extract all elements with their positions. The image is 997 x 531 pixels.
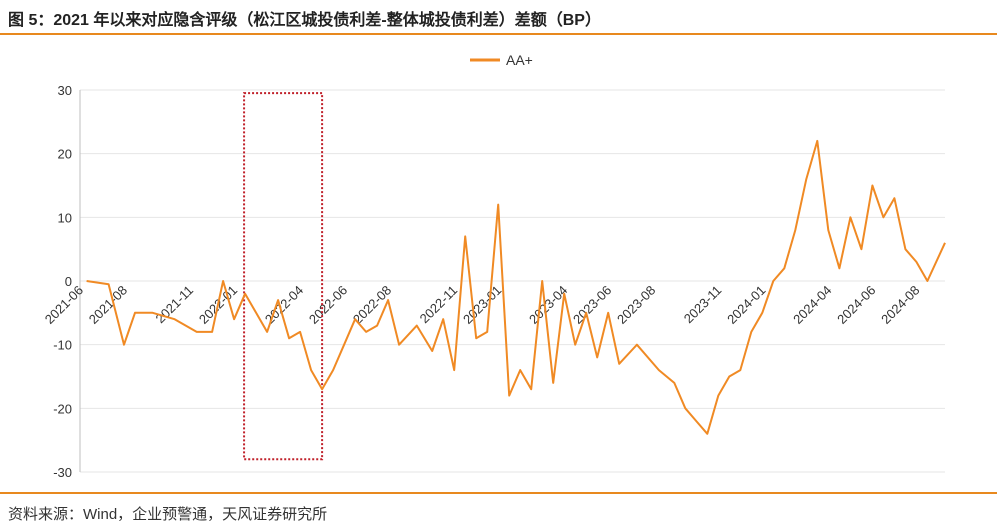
legend: AA+ — [470, 52, 533, 68]
y-axis-ticks: 30 20 10 0 -10 -20 -30 — [53, 83, 72, 480]
x-tick-label: 2021-06 — [42, 283, 86, 327]
y-tick-label: -30 — [53, 465, 72, 480]
x-tick-label: 2024-01 — [724, 283, 768, 327]
x-tick-label: 2023-06 — [570, 283, 614, 327]
x-tick-label: 2024-04 — [790, 283, 834, 327]
line-chart: 30 20 10 0 -10 -20 -30 2021-06 2021-08 2021-11 20… — [42, 52, 946, 480]
x-tick-label: 2024-06 — [834, 283, 878, 327]
highlight-box — [243, 92, 324, 461]
grid-lines — [79, 89, 945, 473]
y-tick-label: -10 — [53, 338, 72, 353]
x-tick-label: 2023-11 — [681, 283, 725, 327]
x-axis-ticks: 2021-06 2021-08 2021-11 2022-01 2022-04 2022-… — [42, 283, 923, 327]
y-tick-label: -20 — [53, 401, 72, 416]
x-tick-label: 2022-11 — [417, 283, 461, 327]
x-tick-label: 2023-01 — [460, 283, 504, 327]
y-tick-label: 0 — [65, 274, 72, 289]
x-tick-label: 2023-08 — [614, 283, 658, 327]
source-divider — [0, 492, 997, 494]
y-tick-label: 30 — [58, 83, 72, 98]
x-tick-label: 2024-08 — [878, 283, 922, 327]
x-tick-label: 2021-08 — [86, 283, 130, 327]
page-title: 图 5：2021 年以来对应隐含评级（松江区城投债利差-整体城投债利差）差额（B… — [8, 12, 601, 29]
title-divider — [0, 33, 997, 35]
y-tick-label: 20 — [58, 147, 72, 162]
source-note: 资料来源：Wind，企业预警通，天风证券研究所 — [8, 506, 328, 523]
y-tick-label: 10 — [58, 210, 72, 225]
legend-label: AA+ — [506, 52, 533, 68]
series-line-aa-plus — [86, 139, 946, 435]
x-tick-label: 2022-06 — [306, 283, 350, 327]
